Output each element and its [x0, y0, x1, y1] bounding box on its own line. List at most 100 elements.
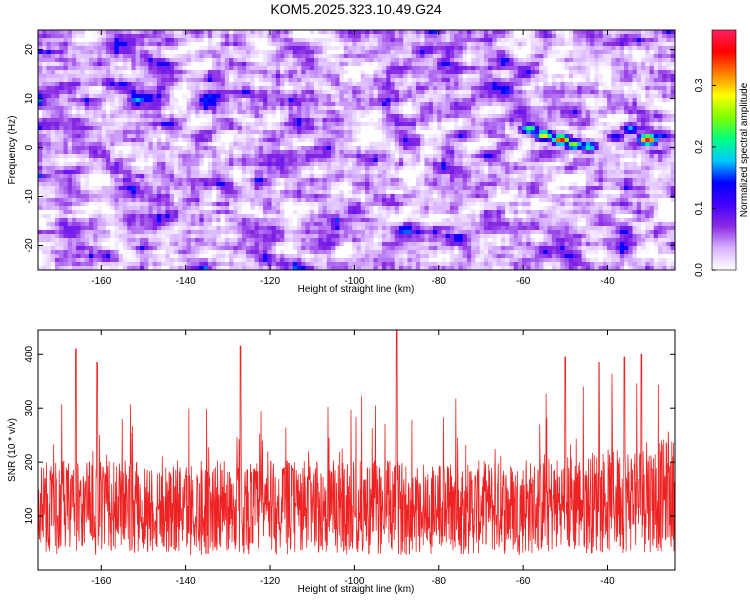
heatmap-cell [658, 110, 663, 115]
heatmap-cell [424, 142, 430, 147]
heatmap-cell [224, 50, 230, 55]
heatmap-cell [343, 94, 349, 99]
heatmap-cell [564, 54, 570, 59]
heatmap-cell [607, 62, 612, 67]
heatmap-cell [233, 82, 239, 87]
heatmap-cell [509, 126, 515, 131]
heatmap-cell [607, 146, 612, 151]
heatmap-cell [237, 114, 243, 119]
heatmap-cell [114, 66, 120, 71]
heatmap-cell [173, 66, 179, 71]
heatmap-cell [466, 62, 472, 67]
heatmap-cell [560, 46, 566, 51]
heatmap-cell [169, 154, 175, 159]
heatmap-cell [101, 130, 107, 135]
heatmap-cell [573, 126, 578, 131]
heatmap-cell [237, 154, 243, 159]
heatmap-cell [237, 86, 243, 91]
heatmap-cell [615, 34, 621, 39]
heatmap-cell [441, 102, 447, 107]
heatmap-cell [543, 114, 549, 119]
heatmap-cell [645, 30, 651, 35]
heatmap-cell [258, 150, 264, 155]
heatmap-cell [122, 78, 128, 83]
heatmap-cell [67, 98, 73, 103]
heatmap-cell [284, 158, 290, 163]
heatmap-cell [148, 138, 154, 143]
heatmap-cell [229, 66, 234, 71]
heatmap-cell [560, 126, 566, 131]
heatmap-cell [348, 62, 353, 67]
heatmap-cell [471, 70, 477, 75]
heatmap-cell [88, 130, 94, 135]
heatmap-cell [224, 146, 230, 151]
heatmap-cell [348, 150, 353, 155]
heatmap-cell [280, 158, 285, 163]
heatmap-cell [658, 126, 663, 131]
heatmap-cell [322, 46, 328, 51]
heatmap-cell [93, 54, 99, 59]
heatmap-cell [326, 86, 332, 91]
heatmap-cell [509, 102, 515, 107]
heatmap-cell [199, 30, 205, 35]
heatmap-cell [479, 62, 485, 67]
heatmap-cell [373, 146, 379, 151]
heatmap-cell [556, 54, 561, 59]
heatmap-cell [670, 66, 675, 71]
heatmap-cell [178, 122, 183, 127]
heatmap-cell [216, 162, 222, 167]
heatmap-cell [522, 118, 527, 123]
heatmap-cell [556, 158, 561, 163]
heatmap-cell [207, 94, 213, 99]
heatmap-cell [229, 114, 234, 119]
heatmap-cell [284, 42, 290, 47]
heatmap-cell [169, 74, 175, 79]
heatmap-cell [284, 122, 290, 127]
heatmap-cell [381, 30, 387, 35]
heatmap-cell [335, 114, 341, 119]
heatmap-cell [322, 130, 328, 135]
heatmap-cell [76, 78, 82, 83]
heatmap-cell [573, 110, 578, 115]
heatmap-cell [114, 94, 120, 99]
heatmap-cell [178, 54, 183, 59]
heatmap-cell [305, 74, 311, 79]
heatmap-cell [165, 42, 171, 47]
heatmap-cell [394, 146, 400, 151]
heatmap-cell [492, 34, 498, 39]
heatmap-cell [38, 82, 43, 87]
heatmap-cell [161, 46, 166, 51]
heatmap-cell [275, 98, 281, 103]
heatmap-cell [411, 58, 417, 63]
heatmap-cell [615, 58, 621, 63]
heatmap-cell [662, 34, 668, 39]
heatmap-cell [615, 130, 621, 135]
heatmap-cell [339, 62, 345, 67]
heatmap-cell [458, 138, 464, 143]
heatmap-cell [449, 138, 455, 143]
heatmap-cell [496, 62, 502, 67]
heatmap-cell [237, 146, 243, 151]
heatmap-cell [169, 82, 175, 87]
heatmap-cell [50, 110, 56, 115]
heatmap-cell [250, 94, 256, 99]
heatmap-cell [428, 138, 434, 143]
heatmap-cell [220, 46, 226, 51]
heatmap-cell [547, 42, 553, 47]
heatmap-cell [76, 90, 82, 95]
heatmap-cell [71, 118, 77, 123]
heatmap-cell [309, 42, 315, 47]
heatmap-cell [390, 66, 396, 71]
heatmap-cell [454, 74, 460, 79]
heatmap-cell [658, 86, 663, 91]
heatmap-cell [301, 78, 307, 83]
heatmap-cell [445, 122, 451, 127]
heatmap-cell [343, 42, 349, 47]
heatmap-cell [377, 126, 383, 131]
heatmap-cell [488, 54, 493, 59]
heatmap-cell [445, 62, 451, 67]
heatmap-cell [373, 118, 379, 123]
heatmap-cell [352, 102, 358, 107]
heatmap-cell [250, 138, 256, 143]
heatmap-cell [670, 146, 675, 151]
